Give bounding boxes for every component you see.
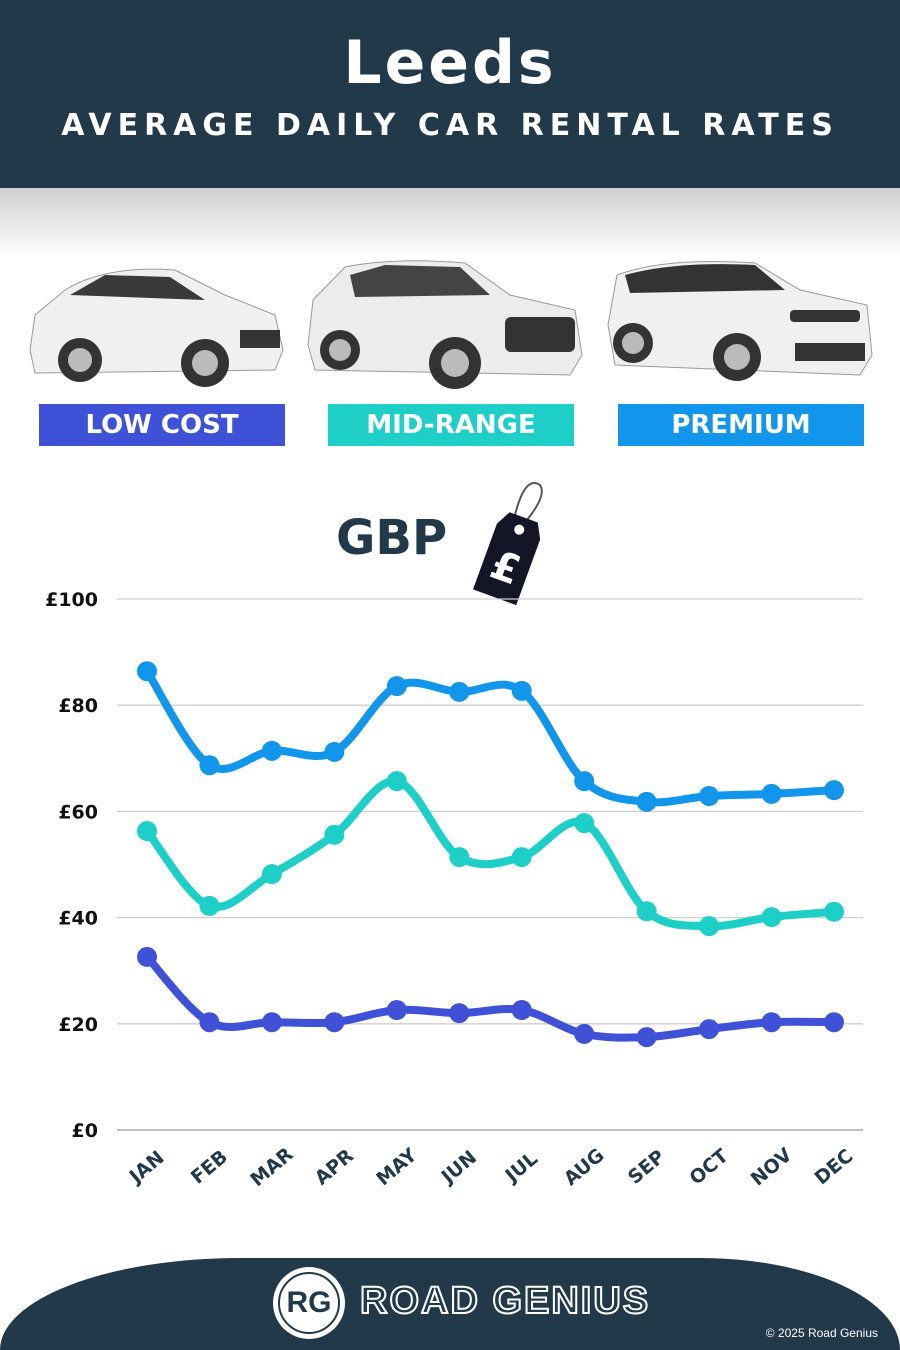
- data-point: [699, 1019, 720, 1040]
- data-point: [699, 786, 720, 807]
- data-point: [449, 1003, 470, 1024]
- data-point: [324, 1012, 345, 1033]
- y-tick-label: £40: [58, 908, 98, 930]
- x-tick-label: FEB: [187, 1146, 232, 1189]
- data-point: [137, 946, 157, 967]
- logo-text: RG: [278, 1272, 340, 1334]
- data-point: [761, 783, 782, 804]
- low-cost-car-image: [29, 268, 284, 387]
- series-line: [143, 952, 838, 1042]
- x-tick-label: SEP: [624, 1146, 669, 1189]
- data-point: [511, 680, 532, 701]
- page-title: Leeds: [343, 28, 557, 98]
- data-point: [761, 1012, 782, 1033]
- data-point: [511, 999, 532, 1020]
- y-tick-label: £60: [58, 801, 98, 823]
- page-subtitle: AVERAGE DAILY CAR RENTAL RATES: [61, 108, 839, 143]
- copyright: © 2025 Road Genius: [765, 1326, 878, 1340]
- footer: [0, 1258, 900, 1350]
- currency-label: GBP: [336, 510, 448, 566]
- header: Leeds AVERAGE DAILY CAR RENTAL RATES: [0, 0, 900, 188]
- data-point: [824, 1012, 844, 1033]
- premium-car-image: [607, 261, 873, 381]
- x-tick-label: MAY: [372, 1144, 421, 1190]
- y-tick-label: £20: [58, 1014, 98, 1036]
- x-tick-label: APR: [311, 1145, 359, 1190]
- premium-label: PREMIUM: [618, 404, 864, 446]
- data-point: [761, 907, 782, 928]
- y-tick-label: £0: [72, 1120, 98, 1142]
- data-point: [386, 771, 407, 792]
- data-point: [636, 1027, 657, 1048]
- y-tick-label: £80: [58, 695, 98, 717]
- data-point: [824, 901, 844, 922]
- data-point: [137, 821, 157, 842]
- data-point: [636, 901, 657, 922]
- data-point: [574, 813, 595, 834]
- data-point: [261, 1012, 282, 1033]
- header-shadow: [0, 188, 900, 258]
- data-point: [511, 847, 532, 868]
- mid-range-label: MID-RANGE: [328, 404, 574, 446]
- data-point: [449, 681, 470, 702]
- data-point: [449, 847, 470, 868]
- data-point: [324, 741, 345, 762]
- y-tick-label: £100: [45, 589, 98, 611]
- data-point: [199, 1012, 220, 1033]
- data-point: [261, 740, 282, 761]
- data-point: [574, 1023, 595, 1044]
- x-tick-label: NOV: [747, 1144, 797, 1191]
- mid-range-car-image: [307, 260, 583, 389]
- data-point: [636, 791, 657, 812]
- x-tick-label: OCT: [685, 1145, 732, 1190]
- data-point: [699, 916, 720, 937]
- x-tick-label: MAR: [246, 1143, 297, 1191]
- data-point: [137, 661, 157, 682]
- x-tick-label: JAN: [124, 1147, 169, 1189]
- data-point: [824, 780, 844, 801]
- data-point: [199, 895, 220, 916]
- data-point: [324, 824, 345, 845]
- low-cost-label: LOW COST: [39, 404, 285, 446]
- data-point: [386, 676, 407, 697]
- x-tick-label: JUL: [500, 1148, 542, 1188]
- x-tick-label: JUN: [436, 1146, 481, 1189]
- series-line: [143, 777, 838, 931]
- x-tick-label: DEC: [811, 1145, 858, 1189]
- price-tag-icon: £: [472, 482, 543, 606]
- data-point: [386, 999, 407, 1020]
- road-genius-logo: RG: [273, 1267, 345, 1339]
- brand-name: ROAD GENIUS: [359, 1279, 651, 1323]
- data-point: [199, 755, 220, 776]
- line-chart: £0 £20 £40 £60 £80 £100 JAN FEB MAR APR MAY JUN JUL A…: [45, 589, 863, 1191]
- x-tick-label: AUG: [560, 1144, 609, 1190]
- series-line: [143, 667, 838, 807]
- data-point: [574, 771, 595, 792]
- data-point: [261, 864, 282, 885]
